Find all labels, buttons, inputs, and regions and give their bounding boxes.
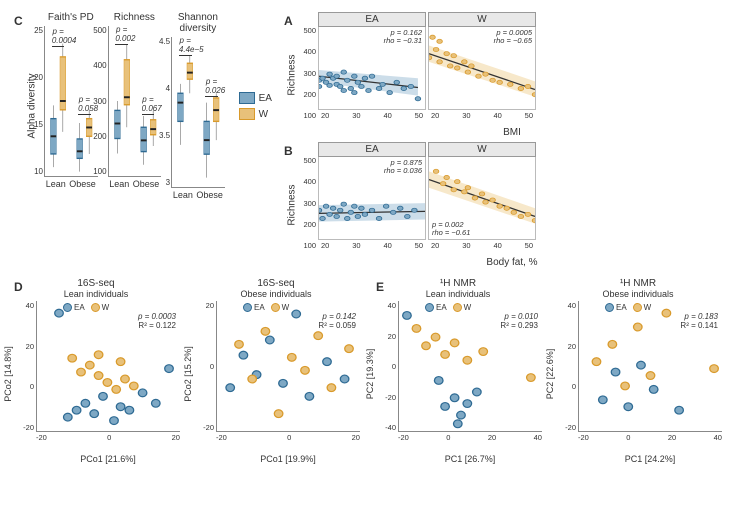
panel-B-plots: Richness Body fat, % 500400300200100 EAp… [282,142,742,268]
panel-A-ylabel: Richness [287,54,298,95]
panel-A-xlabel: BMI [503,127,521,138]
panel-D: D 16S-seqLean individualsPCo2 [14.8%]402… [12,278,360,464]
figure-root: A Richness BMI 500400300200100 EAp = 0.1… [12,12,742,464]
panel-C-plots: Alpha diversity Faith's PD25201510p = 0.… [12,12,272,200]
panel-A-plots: Richness BMI 500400300200100 EAp = 0.162… [282,12,742,138]
panel-C: C Alpha diversity Faith's PD25201510p = … [12,12,272,268]
panel-D-plots: 16S-seqLean individualsPCo2 [14.8%]40200… [12,278,360,464]
panel-B-yticks: 500400300200100 [302,156,316,250]
panel-B: B Richness Body fat, % 500400300200100 E… [282,142,742,268]
panel-B-ylabel: Richness [287,184,298,225]
panel-E: E ¹H NMRLean individualsPC2 [19.3%]40200… [374,278,722,464]
panel-A: A Richness BMI 500400300200100 EAp = 0.1… [282,12,742,138]
panel-E-plots: ¹H NMRLean individualsPC2 [19.3%]40200-2… [374,278,722,464]
legend: EAW [235,12,272,200]
panel-B-xlabel: Body fat, % [486,257,537,268]
panel-A-yticks: 500400300200100 [302,26,316,120]
row-DE: D 16S-seqLean individualsPCo2 [14.8%]402… [12,278,742,464]
